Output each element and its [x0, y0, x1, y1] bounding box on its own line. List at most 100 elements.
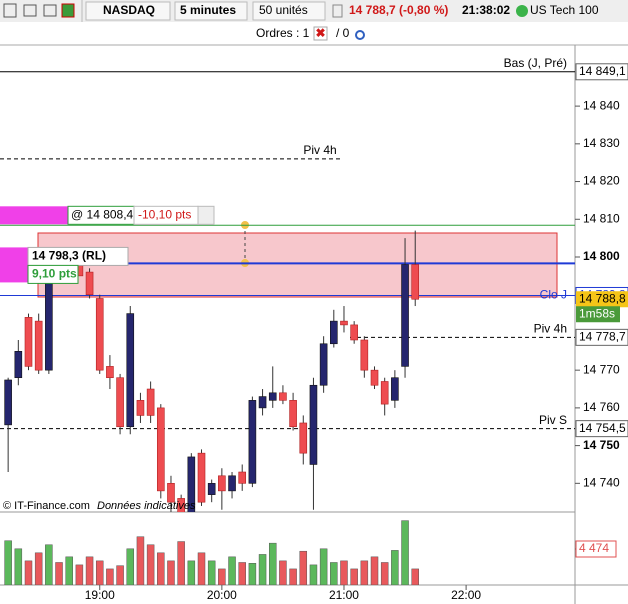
volume-bar: [167, 560, 175, 585]
volume-bar: [14, 548, 23, 585]
candle-body: [340, 320, 348, 326]
volume-bar: [289, 568, 297, 585]
volume-bar: [330, 562, 338, 585]
volume-bar: [95, 560, 104, 585]
icon[interactable]: [332, 4, 343, 18]
candle-body: [34, 320, 43, 371]
volume-bar: [319, 548, 328, 585]
volume-bar: [45, 544, 53, 585]
countdown: 1m58s: [579, 306, 615, 320]
orders-pending: / 0: [336, 26, 350, 40]
y-tick-label: 14 760: [583, 400, 620, 414]
level-price-box: [575, 420, 628, 438]
volume-bar: [299, 550, 308, 585]
volume-bar: [218, 568, 226, 585]
candle-body: [360, 339, 369, 371]
candle-body: [391, 377, 399, 401]
candle-body: [116, 377, 124, 428]
level-name: Bas (J, Pré): [504, 56, 567, 70]
volume-bar: [4, 540, 12, 585]
level-name: Piv 4h: [303, 143, 336, 157]
volume-bar: [340, 560, 348, 585]
level-name: Piv S: [539, 413, 567, 427]
volume-bar: [248, 563, 257, 585]
toolbar-icons: [3, 3, 75, 18]
candle-body: [85, 271, 94, 296]
y-tick-label: 14 820: [583, 174, 620, 188]
settings-icon[interactable]: [355, 30, 365, 40]
candle-body: [319, 343, 328, 386]
volume-bar: [197, 552, 206, 585]
candle-body: [197, 452, 206, 503]
level-price-box: [575, 328, 628, 346]
volume-bar: [126, 548, 135, 585]
close-icon: ✖: [315, 26, 325, 40]
candle-body: [228, 475, 236, 492]
level-price: 14 754,5: [579, 421, 626, 435]
candle-body: [24, 317, 33, 367]
volume-bar: [187, 560, 196, 585]
icon[interactable]: [23, 4, 37, 17]
candle-body: [218, 475, 226, 492]
order-tag-bg: [0, 206, 68, 225]
y-tick-label: 14 810: [583, 211, 620, 225]
volume-bar: [146, 544, 155, 585]
candle-body: [299, 422, 308, 454]
order-close[interactable]: [197, 205, 215, 225]
y-tick-label: 14 770: [583, 362, 620, 376]
instrument: US Tech 100: [530, 3, 599, 17]
y-tick-label: 14 840: [583, 98, 620, 112]
volume-bar: [136, 536, 145, 585]
candle-body: [156, 407, 165, 492]
volume-bar: [65, 556, 73, 585]
candle-body: [370, 369, 379, 386]
candle-body: [258, 396, 267, 409]
current-price: 14 788,8: [579, 291, 626, 305]
level-price-box: [575, 63, 628, 81]
disclaimer: Données indicatives: [97, 500, 196, 512]
dropdown[interactable]: [85, 1, 171, 21]
y-tick-label: 14 740: [583, 476, 620, 490]
candle-body: [167, 483, 175, 503]
volume-bar: [207, 560, 216, 585]
candle-body: [380, 381, 389, 405]
icon[interactable]: [3, 3, 17, 18]
volume-bar: [370, 556, 379, 585]
volume-bar: [85, 556, 94, 585]
order-pnl: 9,10 pts: [32, 267, 77, 281]
level-price: 14 778,7: [579, 330, 626, 344]
level-name: Piv 4h: [534, 322, 567, 336]
candle-body: [106, 366, 114, 379]
candle-body: [350, 324, 358, 341]
close-orders[interactable]: [313, 26, 328, 41]
y-tick-label: 14 750: [583, 438, 620, 452]
x-tick-label: 22:00: [451, 588, 481, 602]
icon[interactable]: [43, 4, 57, 17]
units: 50 unités: [259, 3, 308, 17]
volume-bar: [238, 562, 246, 585]
volume-bar: [411, 568, 419, 585]
dropdown[interactable]: [174, 1, 248, 21]
candle-body: [177, 498, 185, 512]
icon[interactable]: [61, 3, 75, 18]
volume-bar: [360, 560, 369, 585]
volume-bar: [228, 556, 236, 585]
countdown-box: [576, 306, 620, 323]
candle-body: [411, 264, 420, 300]
level-name: Clo J: [540, 288, 567, 302]
order-pnl: -10,10 pts: [138, 207, 191, 221]
volume-bar: [309, 564, 318, 585]
y-tick-label: 14 800: [583, 249, 620, 263]
volume-label: 4 474: [579, 541, 609, 555]
candle-body: [146, 388, 155, 416]
candle-body: [401, 264, 409, 367]
clock: 21:38:02: [462, 3, 510, 17]
volume-bar: [157, 552, 165, 585]
volume-bar: [116, 565, 124, 585]
x-tick-label: 21:00: [329, 588, 359, 602]
dropdown[interactable]: [252, 1, 326, 21]
volume-bar: [106, 568, 114, 585]
candle-body: [4, 379, 12, 426]
volume-bar: [75, 564, 84, 585]
